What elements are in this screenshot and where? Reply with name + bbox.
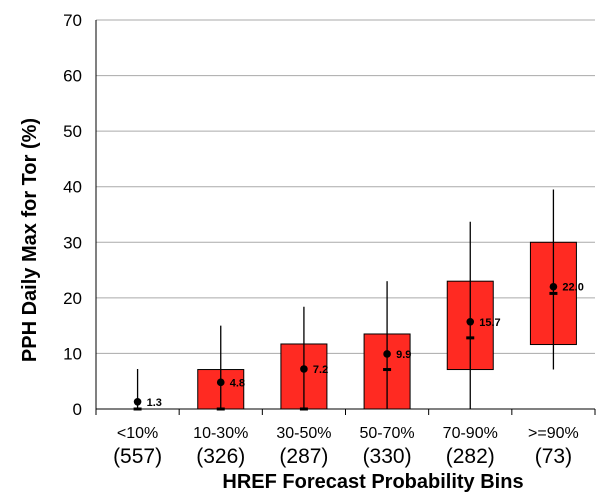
gridlines (96, 19, 595, 354)
mean-label: 1.3 (147, 397, 162, 409)
mean-label: 22.0 (562, 282, 583, 294)
y-tick-label: 50 (63, 122, 82, 141)
sample-count: (287) (279, 445, 328, 468)
mean-label: 7.2 (313, 364, 328, 376)
x-tick-label: 10-30% (193, 425, 248, 442)
box-3: 7.2 (280, 306, 328, 411)
box-5: 15.7 (446, 221, 501, 409)
x-axis: <10% (557) 10-30% (326) 30-50% (287) 50-70% (33… (95, 408, 596, 468)
y-axis-title: PPH Daily Max for Tor (%) (19, 118, 41, 362)
y-axis: 0 10 20 30 40 50 60 70 (63, 11, 97, 419)
box-1: 1.3 (114, 368, 162, 411)
mean-point (133, 397, 142, 406)
y-tick-label: 10 (63, 344, 82, 363)
x-tick-label: 70-90% (443, 425, 498, 442)
y-tick-label: 0 (73, 400, 82, 419)
x-tick-label: <10% (117, 425, 158, 442)
mean-point (383, 350, 391, 358)
sample-count: (557) (113, 445, 162, 468)
sample-count: (330) (363, 445, 412, 468)
mean-label: 9.9 (396, 349, 411, 361)
mean-point (549, 282, 558, 291)
mean-point (466, 317, 475, 326)
box-6: 22.0 (529, 189, 584, 370)
mean-point (300, 365, 308, 373)
y-tick-label: 30 (63, 233, 82, 252)
box-2: 4.8 (197, 325, 245, 411)
mean-point (216, 378, 225, 387)
x-axis-title: HREF Forecast Probability Bins (222, 471, 523, 493)
x-tick-label: 30-50% (276, 425, 331, 442)
y-tick-label: 40 (63, 178, 82, 197)
sample-count: (282) (446, 445, 495, 468)
mean-label: 15.7 (479, 317, 500, 329)
box-4: 9.9 (363, 281, 411, 410)
sample-count: (326) (196, 445, 245, 468)
y-tick-label: 20 (63, 289, 82, 308)
mean-label: 4.8 (230, 377, 245, 389)
y-tick-label: 70 (63, 11, 82, 30)
sample-count: (73) (535, 445, 572, 468)
x-tick-label: 50-70% (360, 425, 415, 442)
boxes: 1.3 4.8 7.2 9.9 15.7 22.0 (114, 189, 584, 411)
y-tick-label: 60 (63, 67, 82, 86)
x-tick-label: >=90% (528, 425, 579, 442)
